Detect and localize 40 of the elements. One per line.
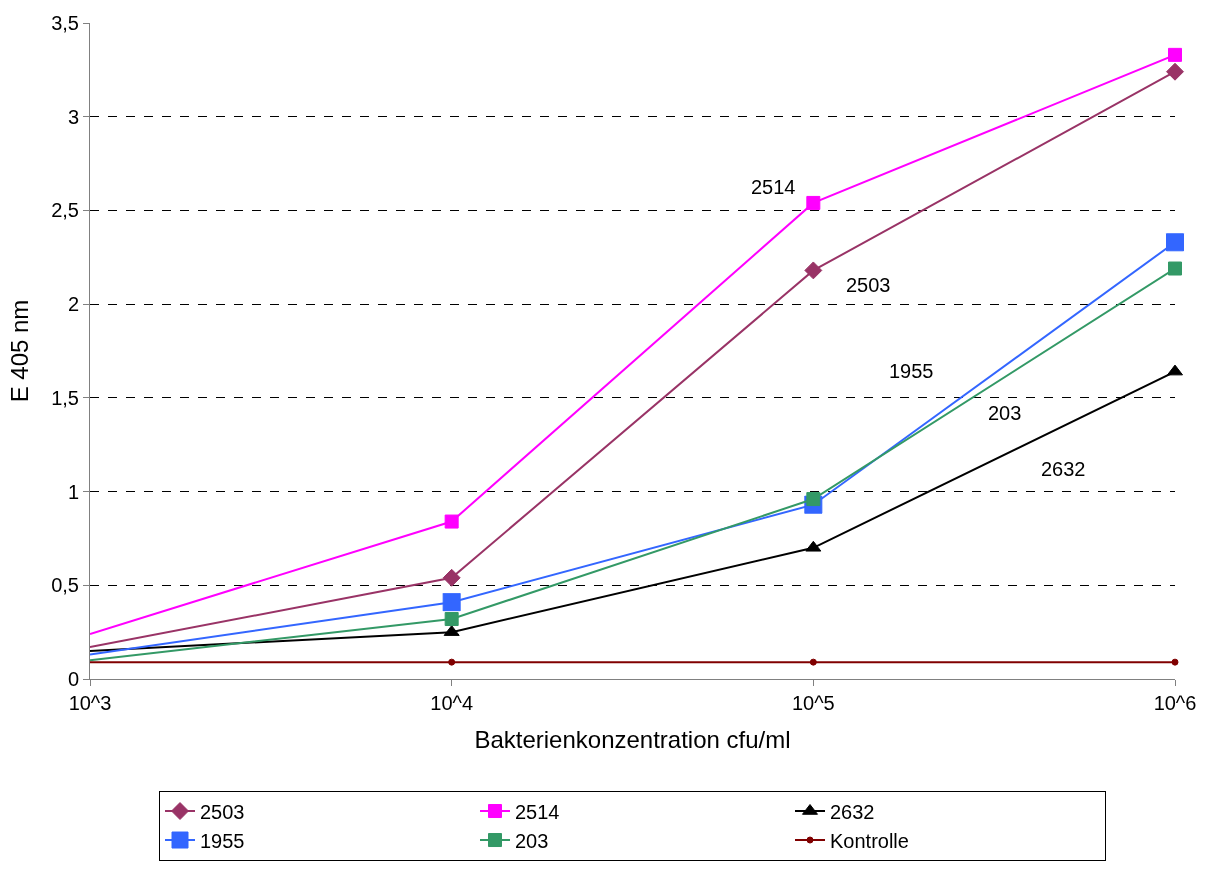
- annotation: 2632: [1041, 458, 1086, 480]
- y-tick-label: 0: [67, 668, 79, 690]
- point: [444, 612, 459, 627]
- y-tick-label: 2: [67, 293, 79, 316]
- annotation: 2514: [751, 176, 796, 198]
- point: [806, 195, 821, 210]
- point: [1168, 47, 1182, 62]
- point: [806, 492, 821, 507]
- y-axis-title: E 405 nm: [6, 299, 34, 403]
- x-axis-title: Bakterienkonzentration cfu/ml: [474, 726, 791, 754]
- y-tick-label: 2,5: [51, 199, 79, 222]
- y-tick-label: 3,5: [51, 12, 79, 34]
- y-tick-label: 1: [67, 480, 79, 503]
- legend-label: 2514: [515, 800, 560, 823]
- point: [1168, 261, 1182, 276]
- annotation: 1955: [889, 360, 934, 382]
- point: [805, 540, 822, 552]
- y-tick-label: 0,5: [51, 574, 79, 597]
- point: [1166, 233, 1184, 252]
- x-tick-label: 10^5: [791, 692, 835, 714]
- point: [809, 658, 817, 666]
- point: [1166, 62, 1184, 81]
- point: [804, 261, 823, 280]
- annotation: 203: [988, 402, 1022, 424]
- legend-label: 2632: [830, 800, 875, 823]
- point: [442, 593, 461, 612]
- point: [448, 658, 456, 666]
- legend-label: 203: [515, 829, 549, 852]
- annotation: 2503: [846, 274, 891, 296]
- x-tick-label: 10^6: [1153, 692, 1197, 714]
- legend-label: 1955: [200, 829, 245, 852]
- x-tick-label: 10^4: [430, 692, 474, 714]
- x-tick-label: 10^3: [68, 692, 112, 714]
- y-tick-label: 3: [67, 105, 79, 128]
- legend-label: 2503: [200, 800, 245, 823]
- point: [442, 568, 461, 587]
- point: [444, 514, 459, 529]
- point: [1171, 658, 1179, 666]
- y-tick-label: 1,5: [51, 386, 79, 409]
- legend-label: Kontrolle: [830, 829, 909, 852]
